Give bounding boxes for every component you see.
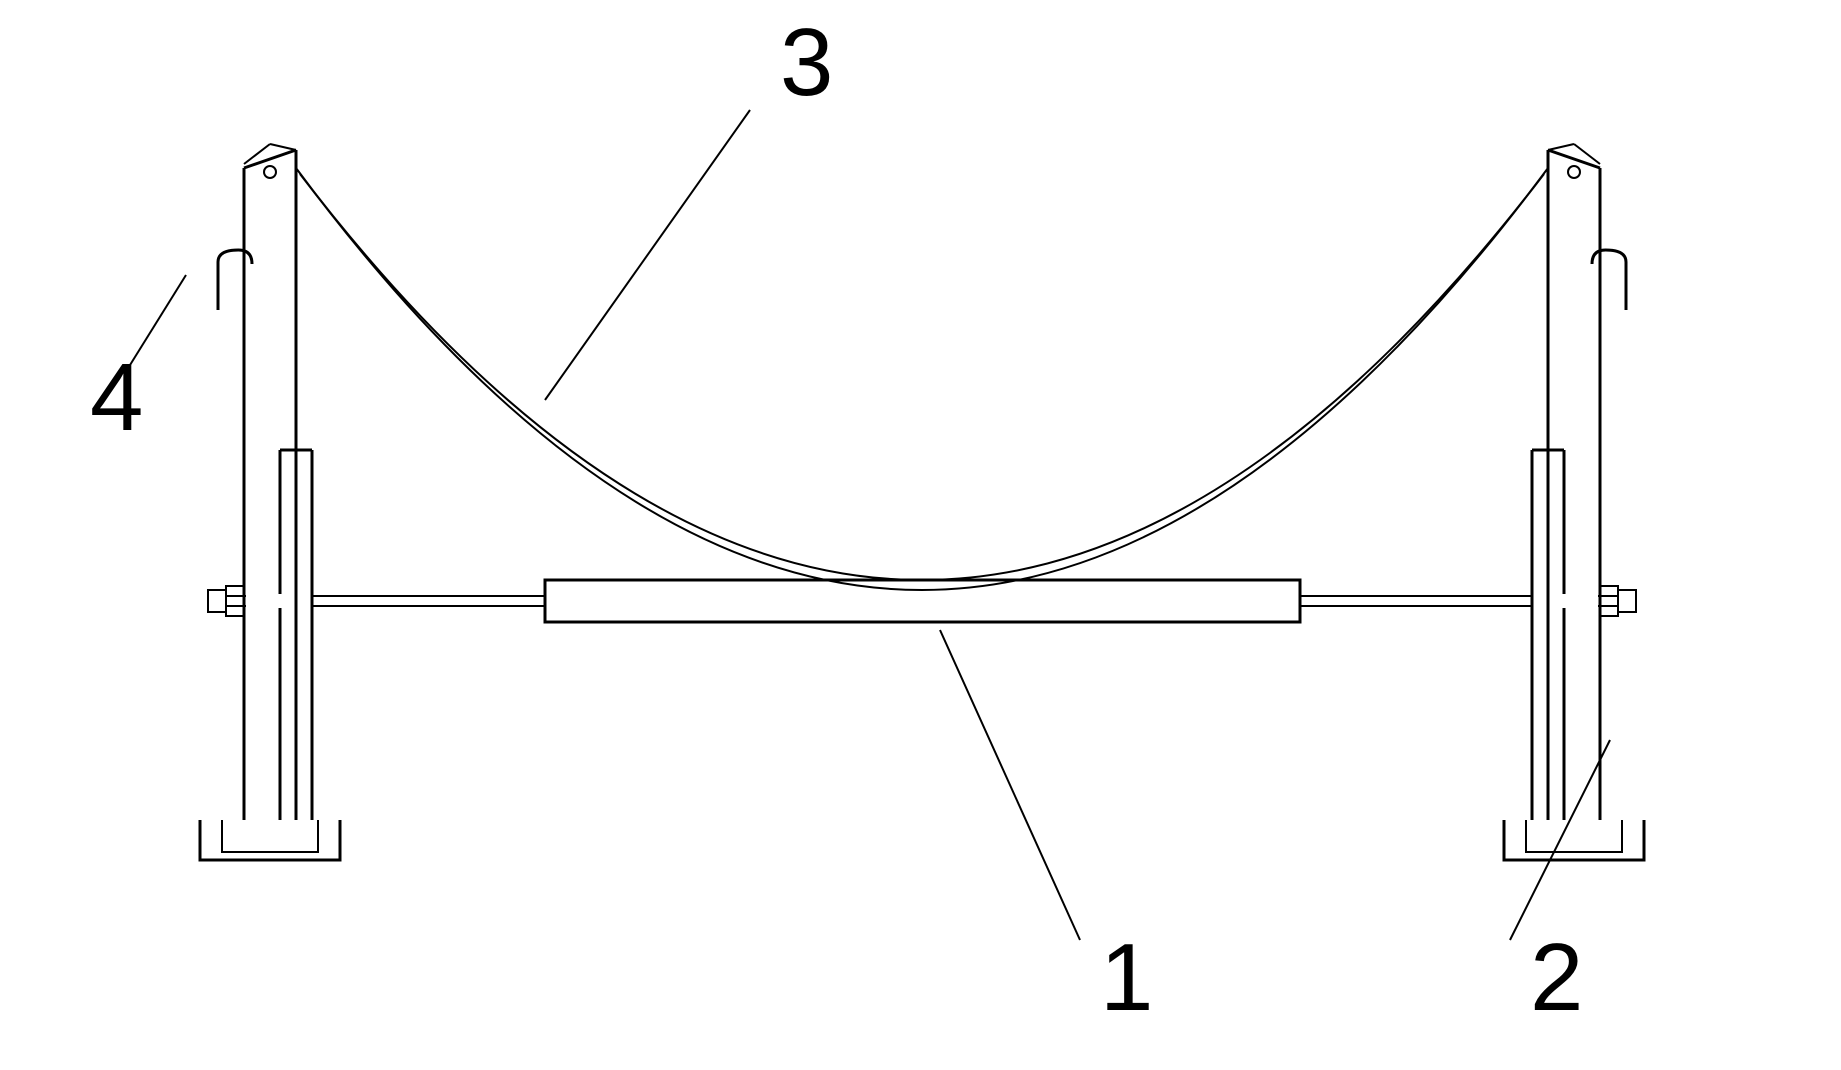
cable-inner [300,174,1544,580]
hook [218,250,252,310]
technical-diagram: 1 2 3 4 [0,0,1841,1070]
label-l2: 2 [1530,924,1583,1031]
leader-l3 [545,110,750,400]
hook [1592,250,1626,310]
label-l1: 1 [1100,924,1153,1031]
label-l3: 3 [780,9,833,116]
leader-l1 [940,630,1080,940]
label-l4: 4 [90,344,143,451]
